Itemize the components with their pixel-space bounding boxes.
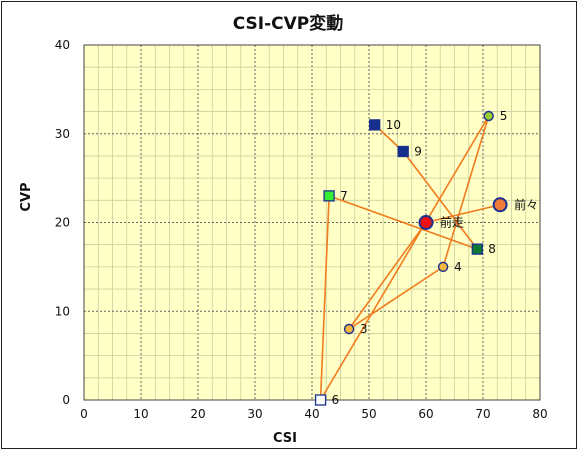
chart-title: CSI-CVP変動 (233, 13, 344, 34)
data-label-6: 6 (332, 393, 340, 407)
y-tick-label: 40 (55, 38, 70, 52)
data-label-前々: 前々 (514, 197, 538, 212)
data-point-前走 (418, 215, 434, 230)
data-label-前走: 前走 (440, 215, 464, 230)
plot-border (83, 44, 541, 401)
series-line-segment (348, 266, 444, 330)
data-point-6 (314, 394, 327, 406)
data-point-前々 (492, 197, 508, 213)
series-line-segment (348, 222, 427, 330)
series-line-segment (328, 195, 478, 250)
data-label-7: 7 (340, 189, 348, 203)
x-tick-label: 0 (80, 407, 88, 421)
series-line-segment (319, 195, 330, 401)
data-label-3: 3 (360, 322, 368, 336)
x-tick-label: 40 (304, 407, 319, 421)
data-point-5 (483, 110, 494, 122)
series-line-segment (319, 115, 490, 401)
series-line-segment (442, 115, 490, 268)
y-tick-label: 30 (55, 127, 70, 141)
data-point-7 (323, 190, 335, 202)
data-point-10 (369, 119, 381, 131)
x-tick-label: 60 (418, 407, 433, 421)
data-point-8 (471, 243, 483, 255)
x-tick-label: 70 (475, 407, 490, 421)
y-tick-label: 0 (62, 393, 70, 407)
x-axis-label: CSI (273, 431, 297, 446)
series-line-segment (402, 151, 478, 250)
data-label-8: 8 (488, 242, 496, 256)
data-label-10: 10 (386, 118, 401, 132)
data-label-5: 5 (500, 109, 508, 123)
y-axis-label: CVP (19, 182, 34, 211)
data-label-4: 4 (454, 260, 462, 274)
x-tick-label: 20 (190, 407, 205, 421)
data-label-9: 9 (414, 145, 422, 159)
x-tick-label: 10 (133, 407, 148, 421)
data-point-3 (343, 323, 355, 335)
x-tick-label: 80 (532, 407, 547, 421)
series-line-segment (425, 203, 501, 224)
x-tick-label: 30 (247, 407, 262, 421)
y-tick-label: 20 (55, 216, 70, 230)
x-tick-label: 50 (361, 407, 376, 421)
data-point-9 (397, 145, 409, 158)
data-point-4 (437, 261, 449, 273)
y-tick-label: 10 (55, 304, 70, 318)
